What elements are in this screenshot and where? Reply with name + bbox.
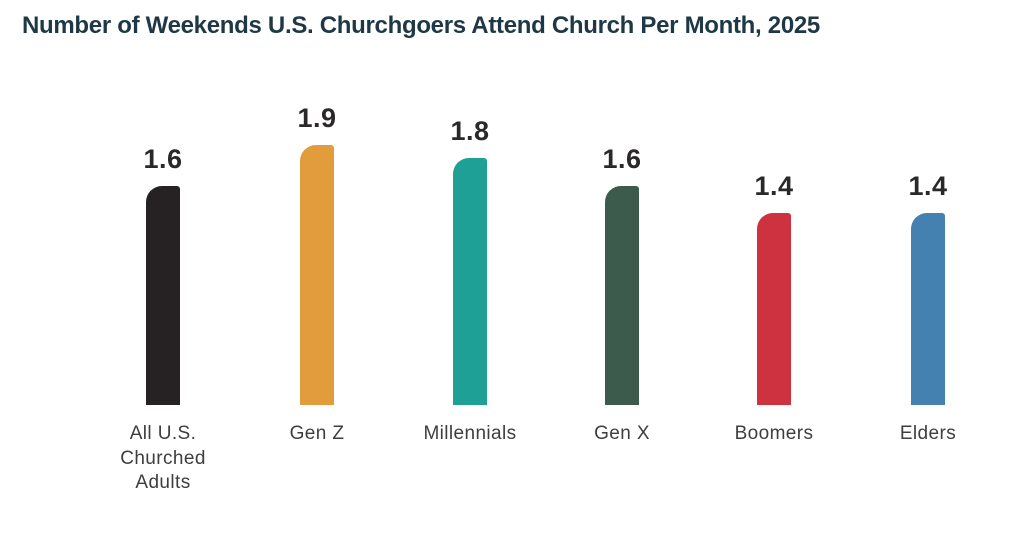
bar-value-label: 1.6 <box>602 144 642 174</box>
bar <box>300 145 334 405</box>
bar <box>453 158 487 405</box>
bar-group: 1.4 Elders <box>853 0 1003 550</box>
chart-title: Number of Weekends U.S. Churchgoers Atte… <box>22 12 820 39</box>
category-label: Millennials <box>423 423 517 444</box>
category-label: Boomers <box>734 423 814 444</box>
bar-value-label: 1.8 <box>450 116 490 146</box>
bar-value-label: 1.4 <box>908 171 948 201</box>
bar-value-label: 1.9 <box>297 103 337 133</box>
category-label: All U.S. Churched Adults <box>120 423 206 494</box>
category-label: Elders <box>899 423 957 444</box>
bar <box>757 213 791 405</box>
bar-group: 1.9 Gen Z <box>242 0 392 550</box>
bar-value-label: 1.6 <box>143 144 183 174</box>
bar-group: 1.4 Boomers <box>699 0 849 550</box>
bar-group: 1.8 Millennials <box>395 0 545 550</box>
bar-group: 1.6 All U.S. Churched Adults <box>88 0 238 550</box>
category-label: Gen X <box>594 423 650 444</box>
category-label: Gen Z <box>289 423 345 444</box>
bar <box>605 186 639 405</box>
bar <box>146 186 180 405</box>
bar <box>911 213 945 405</box>
bar-group: 1.6 Gen X <box>547 0 697 550</box>
bar-value-label: 1.4 <box>754 171 794 201</box>
